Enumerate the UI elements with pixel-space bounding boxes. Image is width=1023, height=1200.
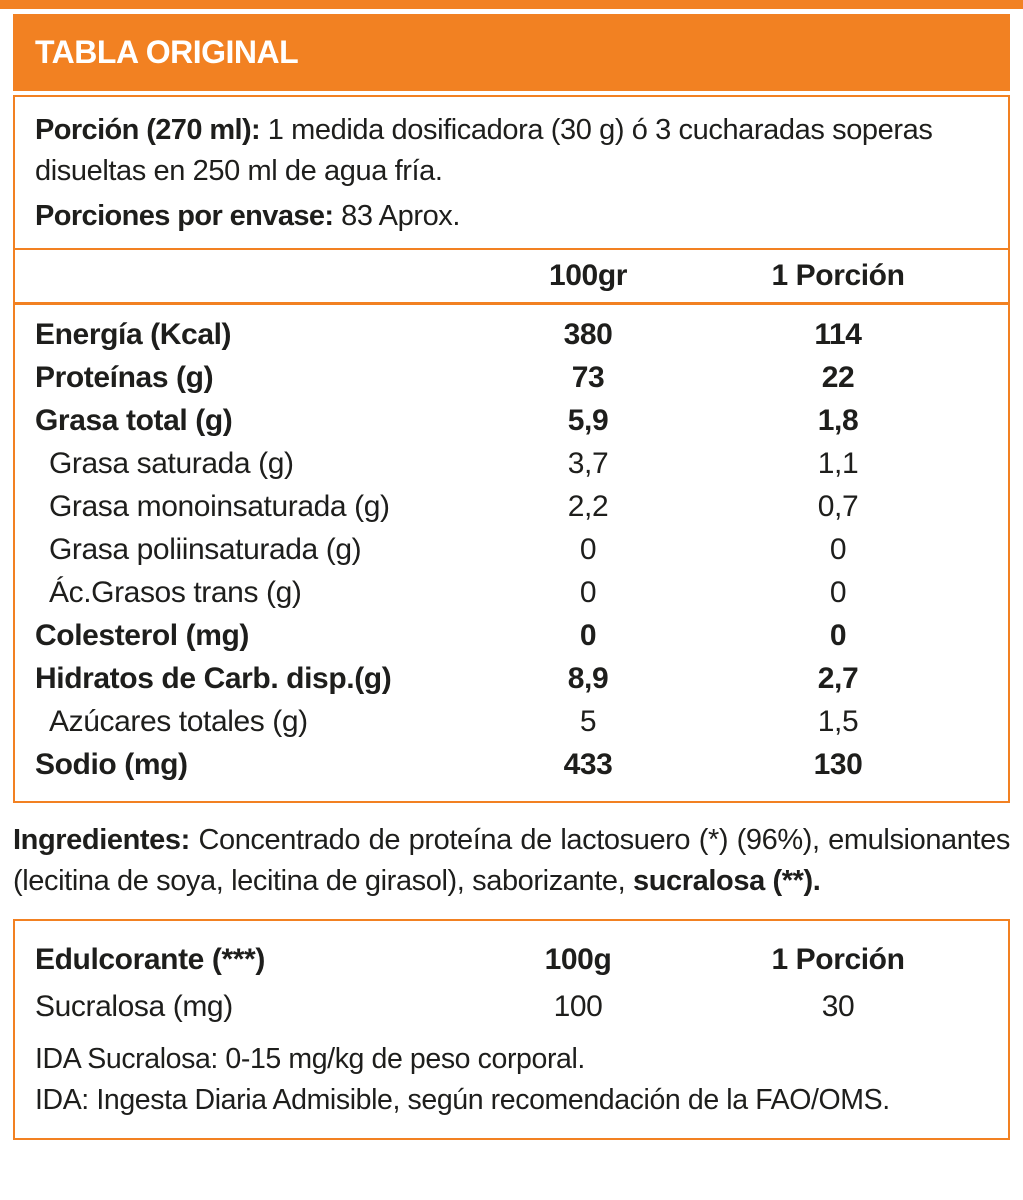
header-col-100gr: 100gr [548,258,628,292]
row-value-100g: 8,9 [567,662,609,696]
top-accent-strip [0,0,1023,9]
row-value-porcion: 2,7 [817,662,859,696]
serving-size-text: 1 medida dosificadora (30 g) ó 3 cuchara… [35,114,933,188]
row-label: Sodio (mg) [35,748,188,782]
edulcorante-title: Edulcorante (***) [35,943,265,977]
servings-per-container-line: Porciones por envase: 83 Aprox. [35,196,988,237]
row-label: Azúcares totales (g) [49,705,308,739]
row-value-100g: 100 [553,990,603,1024]
row-value-100g: 0 [579,533,597,567]
row-value-porcion: 114 [814,318,862,352]
table-row: Hidratos de Carb. disp.(g) 8,9 2,7 [15,658,1008,701]
row-label: Grasa poliinsaturada (g) [49,533,362,567]
ingredients-label: Ingredientes: [13,823,190,856]
row-value-porcion: 0 [829,576,847,610]
row-value-porcion: 1,1 [817,447,859,481]
table-row: Sodio (mg) 433 130 [15,744,1008,787]
nutrition-label-page: TABLA ORIGINAL Porción (270 ml): 1 medid… [0,0,1023,1141]
table-row: Azúcares totales (g) 5 1,5 [15,701,1008,744]
serving-size-label: Porción (270 ml): [35,114,261,146]
serving-info: Porción (270 ml): 1 medida dosificadora … [15,97,1008,248]
row-value-porcion: 22 [821,361,855,395]
nutrition-facts-box: Porción (270 ml): 1 medida dosificadora … [13,95,1010,803]
row-label: Colesterol (mg) [35,619,250,653]
row-value-100g: 0 [579,619,597,653]
page-title: TABLA ORIGINAL [35,34,299,70]
row-value-100g: 380 [563,318,613,352]
row-value-porcion: 130 [813,748,863,782]
row-value-100g: 5,9 [567,404,609,438]
row-value-100g: 3,7 [567,447,609,481]
edulcorante-box: Edulcorante (***) 100g 1 Porción Sucralo… [13,919,1010,1141]
servings-per-container-label: Porciones por envase: [35,200,334,233]
label-content: TABLA ORIGINAL Porción (270 ml): 1 medid… [13,14,1010,1141]
table-row: Grasa saturada (g) 3,7 1,1 [15,443,1008,486]
row-value-porcion: 0 [829,619,847,653]
divider-under-header [15,301,1008,305]
row-label: Grasa monoinsaturada (g) [49,490,390,524]
row-value-porcion: 1,5 [817,705,859,739]
ingredients-text: Concentrado de proteína de lactosuero (*… [13,823,1010,897]
table-row: Proteínas (g) 73 22 [15,357,1008,400]
header-col-porcion: 1 Porción [771,258,905,292]
row-label: Grasa total (g) [35,404,233,438]
edulcorante-col-100g: 100g [544,943,612,977]
nutrition-table-header-row: 100gr 1 Porción [15,250,1008,302]
row-value-porcion: 0,7 [817,490,859,524]
row-label: Energía (Kcal) [35,318,232,352]
row-label: Grasa saturada (g) [49,447,294,481]
edulcorante-col-porcion: 1 Porción [771,943,905,977]
table-row: Ác.Grasos trans (g) 0 0 [15,572,1008,615]
edulcorante-header-row: Edulcorante (***) 100g 1 Porción [15,937,1008,983]
table-row: Grasa total (g) 5,9 1,8 [15,400,1008,443]
table-row: Colesterol (mg) 0 0 [15,615,1008,658]
serving-size-line: Porción (270 ml): 1 medida dosificadora … [35,110,988,192]
row-value-porcion: 1,8 [817,404,859,438]
divider-top [15,247,1008,250]
table-row: Energía (Kcal) 380 114 [15,314,1008,357]
row-value-porcion: 30 [821,990,855,1024]
row-label: Proteínas (g) [35,361,214,395]
nutrition-rows: Energía (Kcal) 380 114 Proteínas (g) 73 22 Gra… [15,305,1008,801]
ida-note-sucralosa: IDA Sucralosa: 0-15 mg/kg de peso corpor… [35,1043,585,1076]
ingredients-bold-tail: sucralosa (**). [632,864,821,897]
table-row: Sucralosa (mg) 100 30 [15,983,1008,1031]
table-row: Grasa monoinsaturada (g) 2,2 0,7 [15,486,1008,529]
row-value-100g: 433 [563,748,613,782]
row-label: Sucralosa (mg) [35,990,233,1024]
row-value-100g: 0 [579,576,597,610]
ida-notes: IDA Sucralosa: 0-15 mg/kg de peso corpor… [15,1031,1008,1126]
ingredients-paragraph: Ingredientes: Concentrado de proteína de… [13,820,1010,903]
row-label: Hidratos de Carb. disp.(g) [35,662,392,696]
row-label: Ác.Grasos trans (g) [49,576,302,610]
ida-note-definition: IDA: Ingesta Diaria Admisible, según rec… [35,1083,890,1116]
row-value-porcion: 0 [829,533,847,567]
edulcorante-rows: Sucralosa (mg) 100 30 [15,983,1008,1031]
row-value-100g: 5 [579,705,597,739]
table-row: Grasa poliinsaturada (g) 0 0 [15,529,1008,572]
row-value-100g: 2,2 [567,490,609,524]
row-value-100g: 73 [571,361,605,395]
title-bar: TABLA ORIGINAL [13,14,1010,91]
servings-per-container-value: 83 Aprox. [341,200,461,233]
